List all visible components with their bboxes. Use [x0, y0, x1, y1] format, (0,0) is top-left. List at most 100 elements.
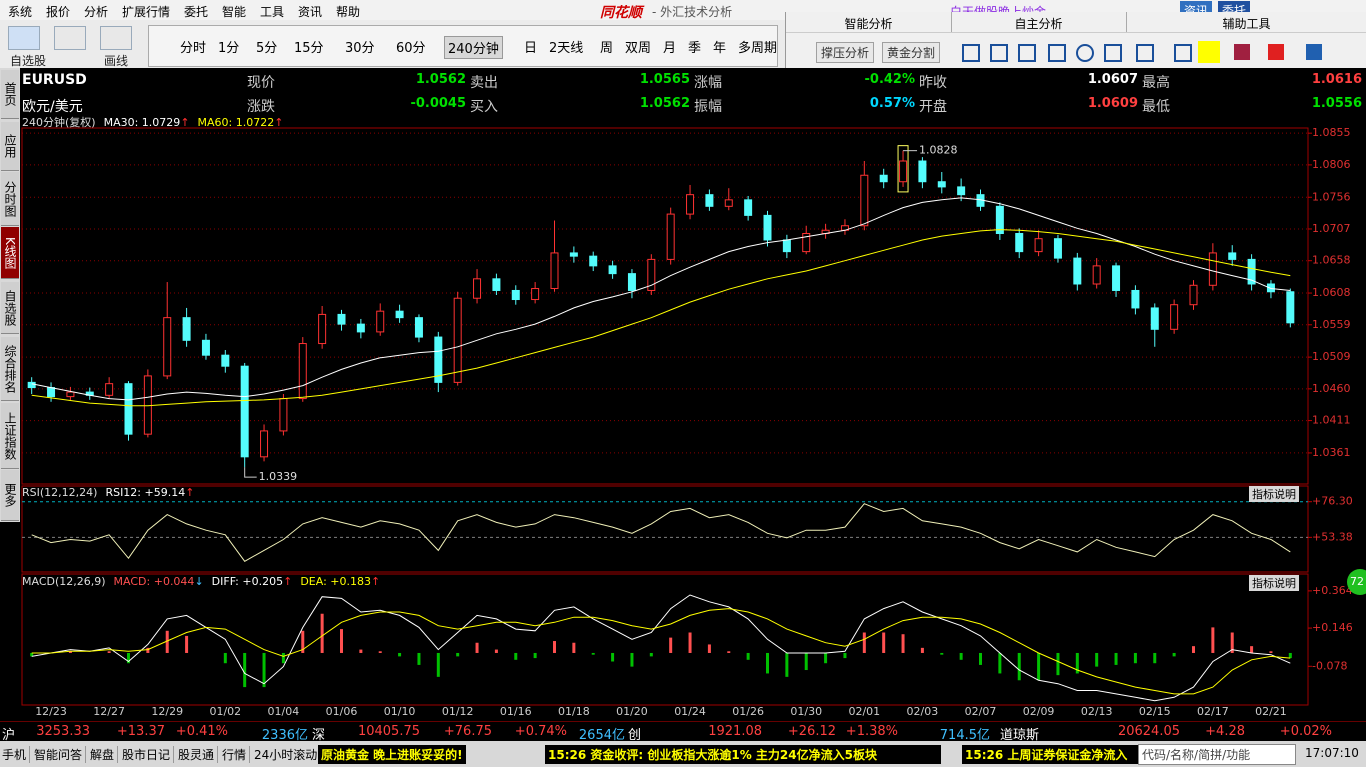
- macd-bar: [494, 649, 498, 653]
- period-button[interactable]: 分时: [180, 41, 207, 56]
- draw-tool[interactable]: [1076, 44, 1094, 62]
- period-button[interactable]: 30分: [345, 41, 375, 56]
- macd-bar: [68, 651, 72, 653]
- side-tab[interactable]: 自选股: [1, 282, 19, 334]
- menu-item[interactable]: 工具: [260, 5, 285, 19]
- news[interactable]: 15:26 上周证券保证金净流入: [962, 745, 1140, 764]
- aux-tool[interactable]: [1234, 44, 1250, 60]
- candle-body: [647, 258, 656, 291]
- x-tick-label: 01/26: [732, 705, 764, 718]
- x-tick-label: 01/20: [616, 705, 648, 718]
- news[interactable]: 15:26 资金收评: 创业板指大涨逾1% 主力24亿净流入5板块: [545, 745, 941, 764]
- draw-tool[interactable]: [990, 44, 1008, 62]
- candle-body: [1150, 307, 1159, 330]
- panel-frame: [21, 485, 1309, 573]
- aux-tool[interactable]: [1306, 44, 1322, 60]
- draw-tool[interactable]: [1136, 44, 1154, 62]
- status-link[interactable]: 股市日记: [122, 746, 175, 763]
- period-button[interactable]: 多周期: [738, 41, 778, 56]
- menu-item[interactable]: 智能: [222, 5, 247, 19]
- quote-label: 开盘: [919, 99, 947, 115]
- legend-trend: ↑: [283, 575, 292, 588]
- ticker-item: 深: [312, 728, 326, 743]
- side-tab[interactable]: 更多: [1, 470, 19, 521]
- status-link[interactable]: 24小时滚动: [254, 746, 322, 763]
- menu-item[interactable]: 报价: [46, 5, 71, 19]
- draw-tool[interactable]: [1104, 44, 1122, 62]
- tool-label: 画线: [104, 54, 129, 68]
- side-tab[interactable]: 分时图: [1, 172, 19, 226]
- status-link[interactable]: 解盘: [90, 746, 119, 763]
- legend-trend: ↓: [194, 575, 203, 588]
- tool-icon[interactable]: [54, 26, 86, 50]
- side-tab[interactable]: 综合排名: [1, 337, 19, 401]
- promo[interactable]: 原油黄金 晚上进账妥妥的!: [318, 745, 466, 764]
- quote-value: 0.57%: [869, 96, 915, 111]
- search-box[interactable]: 代码/名称/简拼/功能: [1138, 744, 1296, 765]
- color-swatch[interactable]: [1198, 41, 1220, 63]
- macd-bar: [1075, 652, 1079, 674]
- period-button[interactable]: 2天线: [549, 41, 584, 56]
- menu-item[interactable]: 资讯: [298, 5, 323, 19]
- toolbar: 自选股 画线 分时 1分 5分 15分 30分 60分 240分钟 日 2天线 周双周月季年多周期: [0, 20, 812, 68]
- tool-icon[interactable]: [100, 26, 132, 50]
- indicator-help[interactable]: 指标说明: [1249, 575, 1299, 591]
- side-tab[interactable]: 应用: [1, 122, 19, 171]
- menu-item[interactable]: 帮助: [336, 5, 361, 19]
- period-button[interactable]: 240分钟: [444, 36, 503, 59]
- draw-tool[interactable]: [1174, 44, 1192, 62]
- candle-body: [995, 205, 1004, 235]
- macd-bar: [417, 652, 421, 665]
- quote-value: 1.0565: [639, 72, 690, 87]
- panel-title: 辅助工具: [1222, 17, 1271, 31]
- tool-icon[interactable]: [8, 26, 40, 50]
- macd-bar: [553, 641, 556, 653]
- x-tick-label: 01/10: [384, 705, 416, 718]
- candle-body: [279, 398, 288, 432]
- draw-tool[interactable]: [962, 44, 980, 62]
- period-button[interactable]: 双周: [625, 41, 652, 56]
- draw-tool[interactable]: [1018, 44, 1036, 62]
- period-button[interactable]: 15分: [294, 41, 324, 56]
- y-tick-label: 1.0707: [1312, 222, 1351, 235]
- draw-tool[interactable]: [1048, 44, 1066, 62]
- period-button[interactable]: 季: [688, 41, 702, 56]
- menu-item[interactable]: 扩展行情: [122, 5, 171, 19]
- macd-bar: [301, 630, 305, 653]
- menu-item[interactable]: 系统: [8, 5, 33, 19]
- macd-bar: [533, 652, 537, 659]
- period-button[interactable]: 日: [524, 41, 538, 56]
- period-button[interactable]: 月: [663, 41, 677, 56]
- panel-button[interactable]: 撑压分析: [816, 42, 875, 63]
- side-tab[interactable]: K线图: [1, 227, 19, 279]
- ma-line: [31, 229, 1291, 407]
- side-tab[interactable]: 上证指数: [1, 403, 19, 469]
- status-link[interactable]: 股灵通: [178, 746, 219, 763]
- period-button[interactable]: 60分: [396, 41, 426, 56]
- ticker-item: +76.75: [443, 724, 492, 739]
- menu-item[interactable]: 委托: [184, 5, 209, 19]
- candle-body: [937, 181, 946, 188]
- indicator-help[interactable]: 指标说明: [1249, 486, 1299, 502]
- y-tick-label: 1.0559: [1312, 318, 1351, 331]
- macd-bar: [901, 634, 905, 653]
- status-link[interactable]: 行情: [222, 746, 251, 763]
- quote-label: 涨幅: [694, 75, 722, 91]
- side-tab[interactable]: 首页: [1, 70, 19, 119]
- legend-trend: ↑: [180, 116, 189, 129]
- status-link[interactable]: 手机: [2, 746, 31, 763]
- macd-bar: [727, 651, 731, 653]
- aux-tool[interactable]: [1268, 44, 1284, 60]
- panel-button[interactable]: 黄金分割: [882, 42, 941, 63]
- badge: [1347, 569, 1366, 595]
- status-link[interactable]: 智能问答: [34, 746, 87, 763]
- menu-item[interactable]: 分析: [84, 5, 109, 19]
- period-button[interactable]: 周: [600, 41, 614, 56]
- candle-body: [376, 310, 385, 333]
- x-tick-label: 02/13: [1081, 705, 1113, 718]
- candle-body: [1266, 283, 1275, 293]
- period-button[interactable]: 年: [713, 41, 727, 56]
- period-button[interactable]: 1分: [218, 41, 240, 56]
- period-button[interactable]: 5分: [256, 41, 278, 56]
- y-tick-label: +0.146: [1312, 621, 1353, 634]
